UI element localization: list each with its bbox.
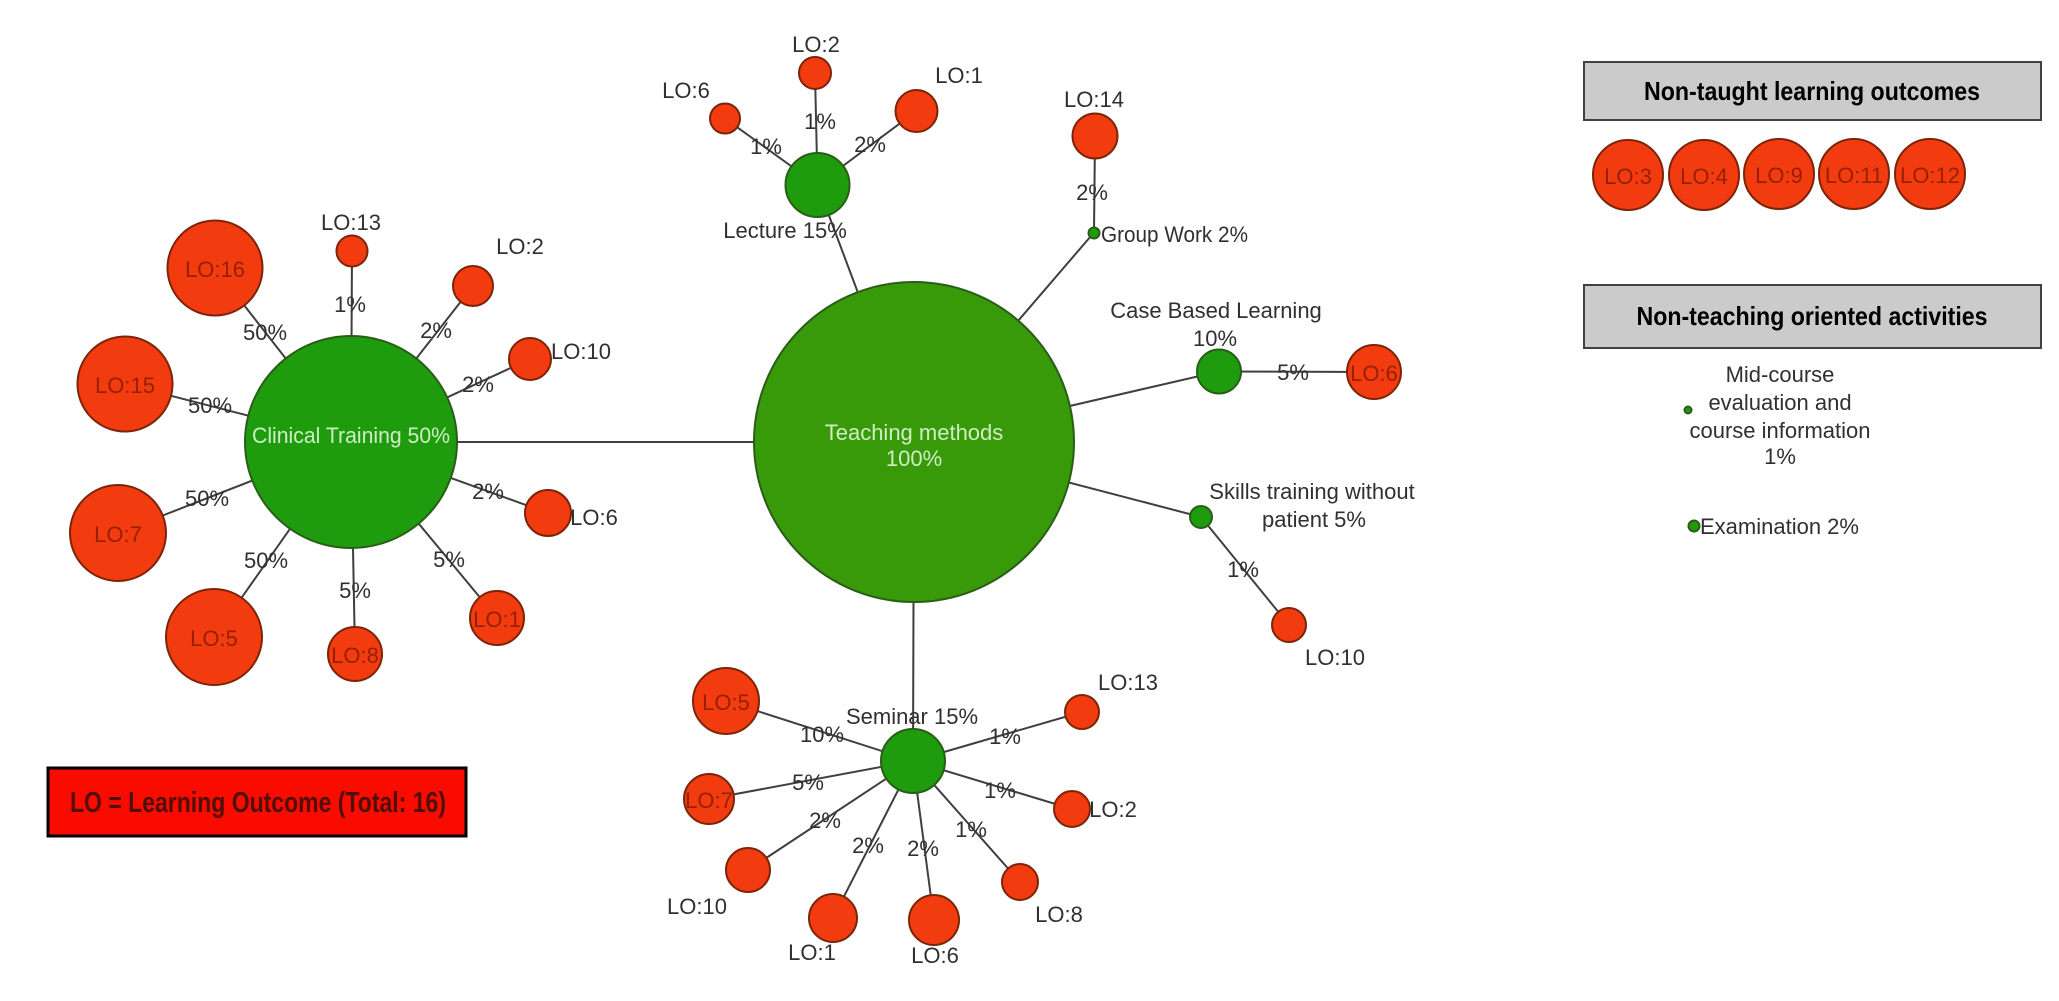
svg-text:LO:2: LO:2 xyxy=(1089,797,1137,822)
svg-text:LO = Learning Outcome (Total:: LO = Learning Outcome (Total: 16) xyxy=(70,787,446,819)
svg-text:5%: 5% xyxy=(433,547,465,572)
svg-text:LO:8: LO:8 xyxy=(1035,902,1083,927)
svg-text:1%: 1% xyxy=(804,109,836,134)
svg-text:Group Work 2%: Group Work 2% xyxy=(1101,222,1248,247)
svg-text:1%: 1% xyxy=(1764,444,1796,469)
svg-text:LO:5: LO:5 xyxy=(190,626,238,651)
svg-text:LO:6: LO:6 xyxy=(911,943,959,968)
svg-text:LO:16: LO:16 xyxy=(185,257,245,282)
svg-text:Teaching methods: Teaching methods xyxy=(825,420,1004,445)
svg-text:2%: 2% xyxy=(472,479,504,504)
svg-text:50%: 50% xyxy=(188,393,232,418)
svg-text:100%: 100% xyxy=(886,446,942,471)
svg-text:1%: 1% xyxy=(955,817,987,842)
svg-text:2%: 2% xyxy=(809,808,841,833)
svg-text:2%: 2% xyxy=(462,372,494,397)
svg-text:LO:9: LO:9 xyxy=(1755,163,1803,188)
svg-text:LO:10: LO:10 xyxy=(1305,645,1365,670)
svg-text:LO:5: LO:5 xyxy=(702,690,750,715)
svg-text:LO:2: LO:2 xyxy=(792,32,840,57)
svg-text:patient 5%: patient 5% xyxy=(1262,507,1366,532)
svg-text:LO:1: LO:1 xyxy=(473,607,521,632)
svg-text:Skills training without: Skills training without xyxy=(1209,479,1414,504)
svg-text:1%: 1% xyxy=(750,134,782,159)
svg-text:2%: 2% xyxy=(420,318,452,343)
svg-text:1%: 1% xyxy=(1227,557,1259,582)
svg-text:LO:12: LO:12 xyxy=(1900,163,1960,188)
svg-text:LO:13: LO:13 xyxy=(321,210,381,235)
svg-text:Seminar 15%: Seminar 15% xyxy=(846,704,978,729)
svg-text:Examination 2%: Examination 2% xyxy=(1700,514,1859,539)
svg-text:LO:10: LO:10 xyxy=(667,894,727,919)
svg-text:10%: 10% xyxy=(800,722,844,747)
svg-text:LO:14: LO:14 xyxy=(1064,87,1124,112)
svg-text:5%: 5% xyxy=(1277,360,1309,385)
svg-text:LO:13: LO:13 xyxy=(1098,670,1158,695)
svg-text:LO:6: LO:6 xyxy=(1350,361,1398,386)
svg-text:LO:15: LO:15 xyxy=(95,373,155,398)
svg-text:LO:3: LO:3 xyxy=(1604,164,1652,189)
svg-text:LO:10: LO:10 xyxy=(551,339,611,364)
svg-text:LO:1: LO:1 xyxy=(935,63,983,88)
svg-text:Mid-course: Mid-course xyxy=(1726,362,1835,387)
svg-text:Non-teaching oriented activiti: Non-teaching oriented activities xyxy=(1637,301,1988,331)
svg-text:50%: 50% xyxy=(243,320,287,345)
svg-text:Clinical Training 50%: Clinical Training 50% xyxy=(252,423,450,448)
svg-text:LO:7: LO:7 xyxy=(94,522,142,547)
svg-text:LO:6: LO:6 xyxy=(662,78,710,103)
svg-text:1%: 1% xyxy=(984,778,1016,803)
svg-text:2%: 2% xyxy=(907,836,939,861)
svg-text:LO:2: LO:2 xyxy=(496,234,544,259)
svg-text:Lecture 15%: Lecture 15% xyxy=(723,218,847,243)
svg-text:2%: 2% xyxy=(1076,180,1108,205)
svg-text:LO:1: LO:1 xyxy=(788,940,836,965)
svg-text:1%: 1% xyxy=(334,292,366,317)
svg-text:5%: 5% xyxy=(792,770,824,795)
svg-text:LO:11: LO:11 xyxy=(1825,163,1883,188)
svg-text:2%: 2% xyxy=(852,833,884,858)
svg-text:LO:4: LO:4 xyxy=(1680,164,1728,189)
svg-text:Non-taught learning outcomes: Non-taught learning outcomes xyxy=(1644,76,1980,106)
svg-text:LO:8: LO:8 xyxy=(331,643,379,668)
svg-text:2%: 2% xyxy=(854,132,886,157)
svg-text:1%: 1% xyxy=(989,724,1021,749)
svg-text:LO:7: LO:7 xyxy=(685,788,733,813)
svg-text:50%: 50% xyxy=(185,486,229,511)
svg-text:evaluation and: evaluation and xyxy=(1708,390,1851,415)
svg-text:Case Based Learning: Case Based Learning xyxy=(1110,298,1322,323)
svg-text:LO:6: LO:6 xyxy=(570,505,618,530)
svg-text:10%: 10% xyxy=(1193,326,1237,351)
svg-text:50%: 50% xyxy=(244,548,288,573)
svg-text:course information: course information xyxy=(1690,418,1871,443)
svg-text:5%: 5% xyxy=(339,578,371,603)
